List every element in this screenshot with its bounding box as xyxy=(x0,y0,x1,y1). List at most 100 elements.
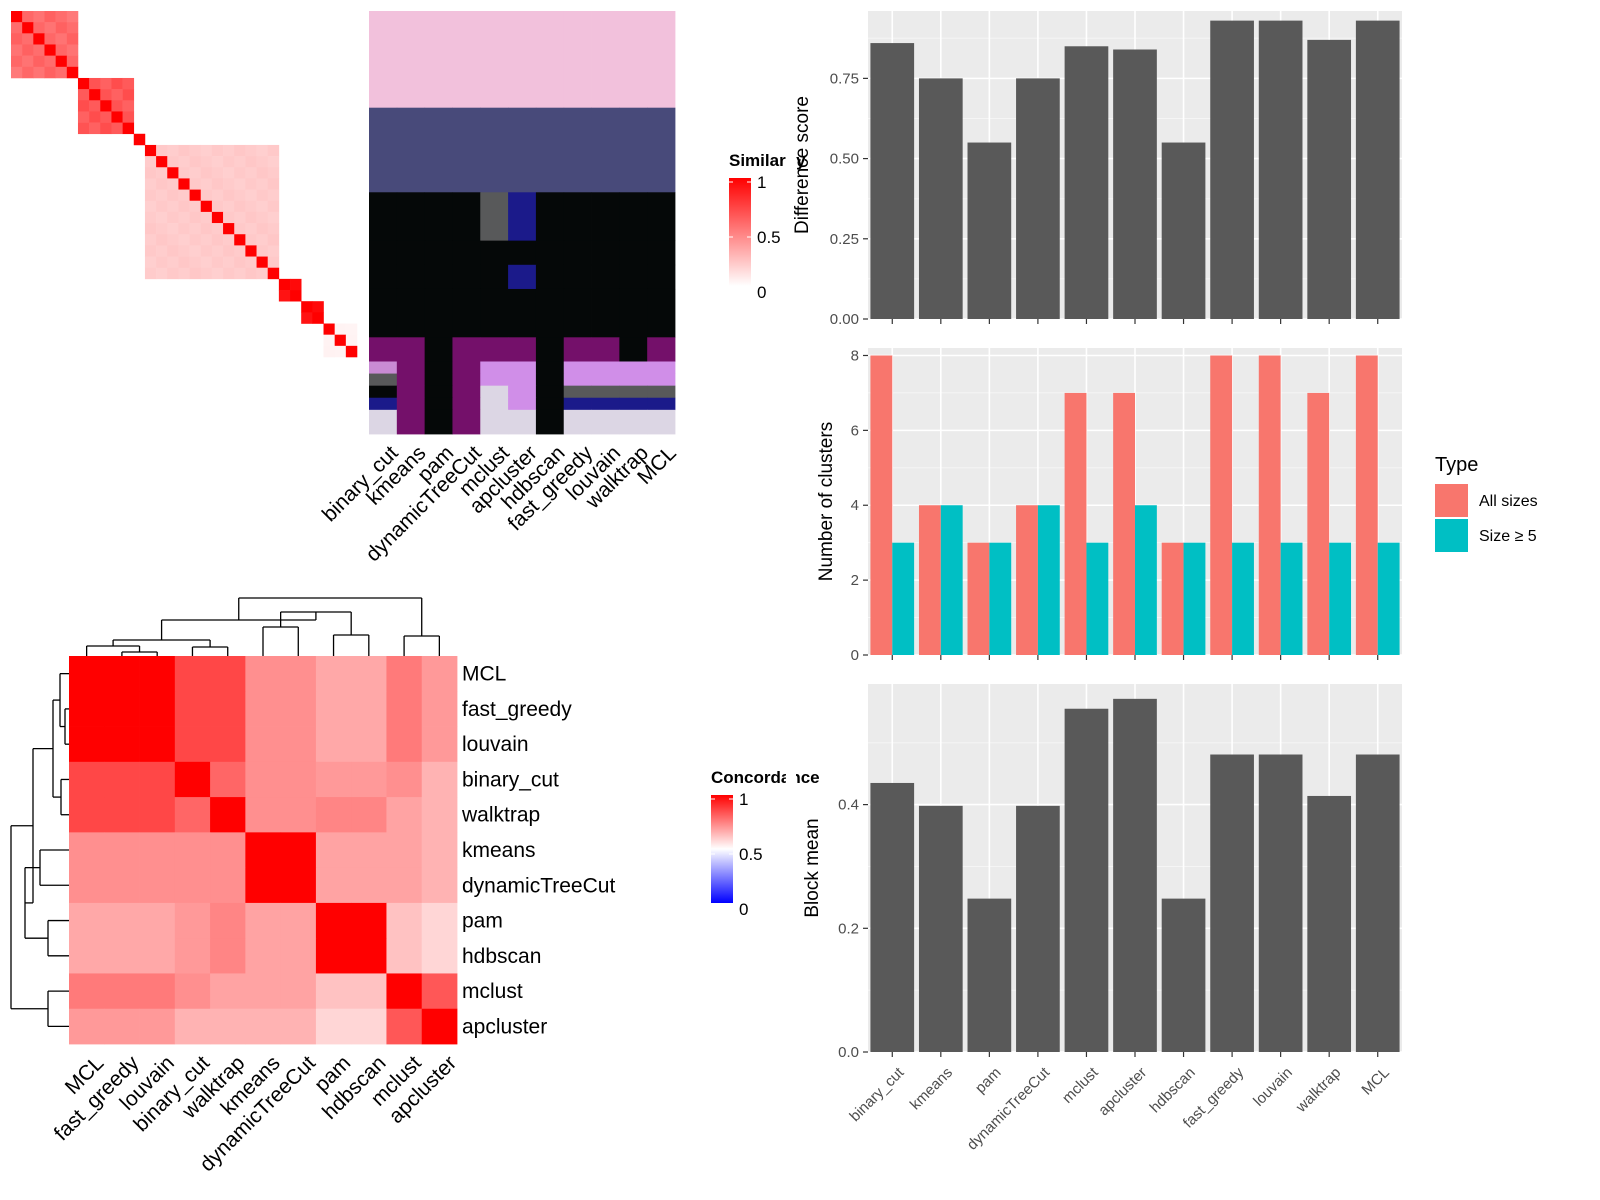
concordance-cell xyxy=(104,973,140,1010)
concordance-cell xyxy=(315,656,352,692)
concordance-cell xyxy=(104,938,140,974)
assignment-cell xyxy=(424,385,453,399)
similarity-cell xyxy=(156,144,168,157)
assignment-cell xyxy=(452,337,481,362)
similarity-cell xyxy=(267,211,280,224)
similarity-cell xyxy=(223,156,235,168)
block-mean-panel: 0.0 0.2 0.4 Block mean binary_cut kmeans pamdy… xyxy=(802,684,1402,1154)
similarity-cell xyxy=(345,334,358,347)
difference-score-panel: 0.00 0.25 0.50 0.75 Difference score xyxy=(792,11,1402,328)
similarity-cell xyxy=(100,77,112,90)
similarity-cell xyxy=(178,156,190,168)
bar xyxy=(870,355,893,655)
assignment-cell xyxy=(369,192,398,242)
similarity-cell xyxy=(189,189,202,202)
concordance-cell xyxy=(210,902,246,939)
similarity-cell xyxy=(89,100,101,112)
concordance-cell xyxy=(351,902,387,939)
similarity-cell xyxy=(211,267,224,280)
bar xyxy=(1161,142,1206,319)
assignment-cell xyxy=(535,240,565,266)
similarity-cell xyxy=(211,200,224,213)
concordance-row-label: walktrap xyxy=(461,804,540,827)
bar xyxy=(1307,39,1352,320)
similarity-cell xyxy=(200,189,213,202)
similarity-cell xyxy=(256,167,269,179)
assignment-cell xyxy=(396,397,426,411)
legend-key xyxy=(1435,484,1468,517)
similarity-cell xyxy=(100,100,112,112)
bar xyxy=(1113,698,1157,1052)
assignment-cell xyxy=(396,264,426,290)
similarity-cell xyxy=(301,301,313,313)
y-tick-label: 0 xyxy=(851,647,859,664)
concordance-cell xyxy=(315,1008,352,1045)
similarity-cell xyxy=(167,223,179,235)
assignment-cell xyxy=(508,192,537,242)
y-tick-label: 2 xyxy=(851,572,859,589)
x-tick-label: dynamicTreeCut xyxy=(964,1064,1054,1154)
similarity-cell xyxy=(89,111,101,123)
bar xyxy=(1064,392,1087,655)
concordance-cell xyxy=(280,761,317,798)
similarity-cell xyxy=(89,89,101,101)
similarity-cell xyxy=(312,312,324,324)
y-tick-label: 0.2 xyxy=(838,920,859,937)
y-axis-title: Difference score xyxy=(792,96,813,234)
concordance-cell xyxy=(315,902,352,939)
concordance-cell xyxy=(421,656,458,692)
bar xyxy=(1355,754,1400,1052)
similarity-cell xyxy=(256,211,269,224)
similarity-cell xyxy=(144,234,157,246)
similarity-cell xyxy=(200,267,213,280)
similarity-cell xyxy=(167,189,179,202)
similarity-cell xyxy=(22,11,34,23)
concordance-legend-tick-label: 0 xyxy=(739,900,748,919)
type-legend-title: Type xyxy=(1435,454,1478,476)
similarity-cell xyxy=(11,11,23,23)
concordance-cell xyxy=(104,691,140,727)
bar xyxy=(1183,542,1206,655)
similarity-cell xyxy=(189,223,202,235)
assignment-cell xyxy=(647,264,676,290)
concordance-cell xyxy=(210,832,246,869)
similarity-cell xyxy=(156,178,168,190)
assignment-cell xyxy=(508,264,537,290)
assignment-cell xyxy=(480,107,509,193)
bar xyxy=(1329,542,1352,655)
assignment-cell xyxy=(591,264,620,290)
similarity-legend-tick-label: 1 xyxy=(757,173,766,192)
concordance-cell xyxy=(139,973,176,1010)
assignment-cell xyxy=(480,240,509,266)
similarity-cell xyxy=(44,55,56,68)
bar xyxy=(1161,542,1184,655)
bar xyxy=(1037,505,1060,655)
similarity-cell xyxy=(200,245,213,257)
assignment-cell xyxy=(369,409,398,435)
concordance-cell xyxy=(210,656,246,692)
concordance-cell xyxy=(280,832,317,869)
y-tick-label: 0.75 xyxy=(830,70,859,87)
similarity-cell xyxy=(189,167,202,179)
bar xyxy=(1210,355,1233,655)
concordance-cell xyxy=(104,656,140,692)
concordance-cell xyxy=(69,973,105,1010)
bar xyxy=(1016,505,1038,655)
similarity-cell xyxy=(178,178,190,190)
similarity-cell xyxy=(290,290,302,302)
similarity-cell xyxy=(234,200,246,213)
similarity-cell xyxy=(144,144,157,157)
assignment-cell xyxy=(563,397,592,411)
concordance-cell xyxy=(210,797,246,833)
bar xyxy=(1258,754,1303,1052)
similarity-cell xyxy=(234,156,246,168)
assignment-cell xyxy=(508,397,537,411)
similarity-cell xyxy=(234,256,246,269)
assignment-cell xyxy=(452,288,481,338)
similarity-cell xyxy=(44,66,56,79)
bar xyxy=(1064,46,1109,319)
similarity-cell xyxy=(267,256,280,269)
assignment-cell xyxy=(563,385,592,399)
similarity-cell xyxy=(156,256,168,269)
bar xyxy=(1016,78,1060,320)
